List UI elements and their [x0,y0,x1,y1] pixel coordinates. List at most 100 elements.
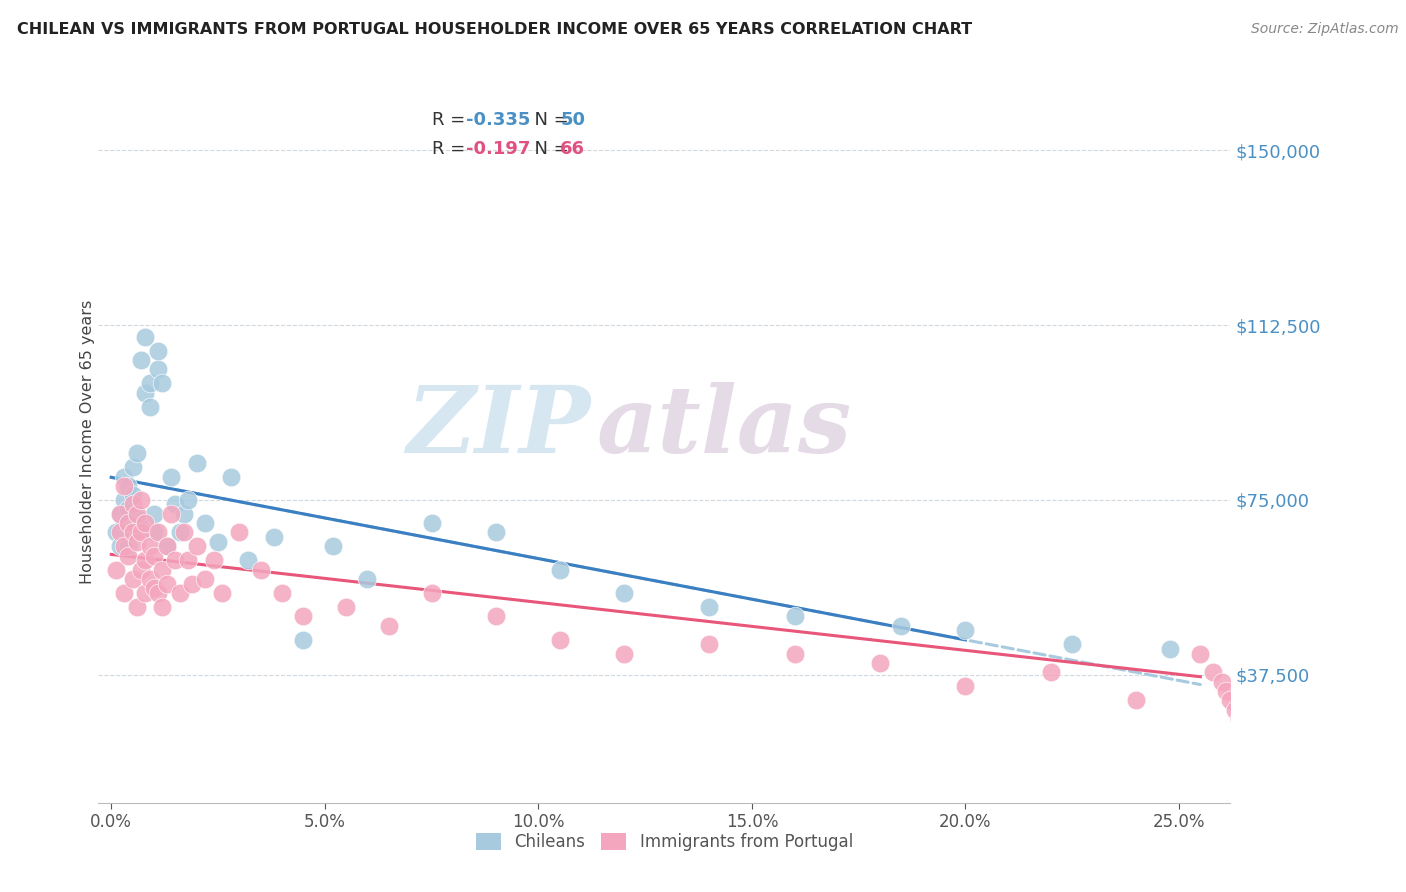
Text: Source: ZipAtlas.com: Source: ZipAtlas.com [1251,22,1399,37]
Point [112,479,135,493]
Text: 66: 66 [560,140,585,158]
Point [1227,712,1250,726]
Point [104,563,127,577]
Point [207,534,229,549]
Text: R =: R = [432,111,471,129]
Point [356,572,378,586]
Point [548,632,571,647]
Point [955,624,977,638]
Point [142,525,165,540]
Text: 50: 50 [560,111,585,129]
Point [697,637,720,651]
Point [194,572,217,586]
Point [165,498,187,512]
Point [228,525,250,540]
Point [236,553,259,567]
Legend: Chileans, Immigrants from Portugal: Chileans, Immigrants from Portugal [467,825,862,860]
Point [165,553,187,567]
Point [129,521,152,535]
Point [1202,665,1225,680]
Point [181,576,204,591]
Y-axis label: Householder Income Over 65 years: Householder Income Over 65 years [80,300,94,583]
Point [156,540,179,554]
Point [292,632,315,647]
Point [783,647,806,661]
Point [177,553,200,567]
Point [420,516,443,530]
Point [117,479,139,493]
Point [108,540,131,554]
Point [173,507,195,521]
Point [485,525,508,540]
Point [613,647,636,661]
Point [202,553,225,567]
Point [134,329,156,343]
Point [378,618,401,632]
Point [117,516,139,530]
Point [142,549,165,563]
Point [138,540,160,554]
Point [1211,674,1233,689]
Point [1236,446,1258,460]
Point [1189,647,1212,661]
Point [148,525,170,540]
Point [186,456,208,470]
Point [485,609,508,624]
Point [148,343,170,358]
Text: ZIP: ZIP [406,382,591,472]
Text: atlas: atlas [596,382,852,472]
Point [142,507,165,521]
Point [142,582,165,596]
Point [121,460,143,475]
Point [335,600,357,615]
Point [125,534,148,549]
Point [160,507,183,521]
Point [129,492,152,507]
Point [869,656,891,670]
Point [112,516,135,530]
Point [129,563,152,577]
Text: -0.197: -0.197 [467,140,530,158]
Point [697,600,720,615]
Point [121,525,143,540]
Point [117,502,139,516]
Point [112,492,135,507]
Point [138,400,160,414]
Point [1219,693,1241,707]
Point [194,516,217,530]
Point [548,563,571,577]
Point [1039,665,1062,680]
Point [125,511,148,525]
Point [152,563,174,577]
Point [169,525,191,540]
Point [125,600,148,615]
Point [148,586,170,600]
Point [138,376,160,391]
Point [104,525,127,540]
Point [108,507,131,521]
Point [156,576,179,591]
Point [249,563,271,577]
Point [108,507,131,521]
Text: N =: N = [523,111,575,129]
Point [117,549,139,563]
Point [129,525,152,540]
Point [121,488,143,502]
Point [177,492,200,507]
Point [134,385,156,400]
Point [1062,637,1084,651]
Point [322,540,344,554]
Point [1125,693,1147,707]
Point [138,572,160,586]
Text: R =: R = [432,140,471,158]
Point [783,609,806,624]
Text: -0.335: -0.335 [467,111,530,129]
Point [263,530,285,544]
Point [613,586,636,600]
Point [121,572,143,586]
Point [1215,684,1237,698]
Point [121,525,143,540]
Point [173,525,195,540]
Point [420,586,443,600]
Point [156,540,179,554]
